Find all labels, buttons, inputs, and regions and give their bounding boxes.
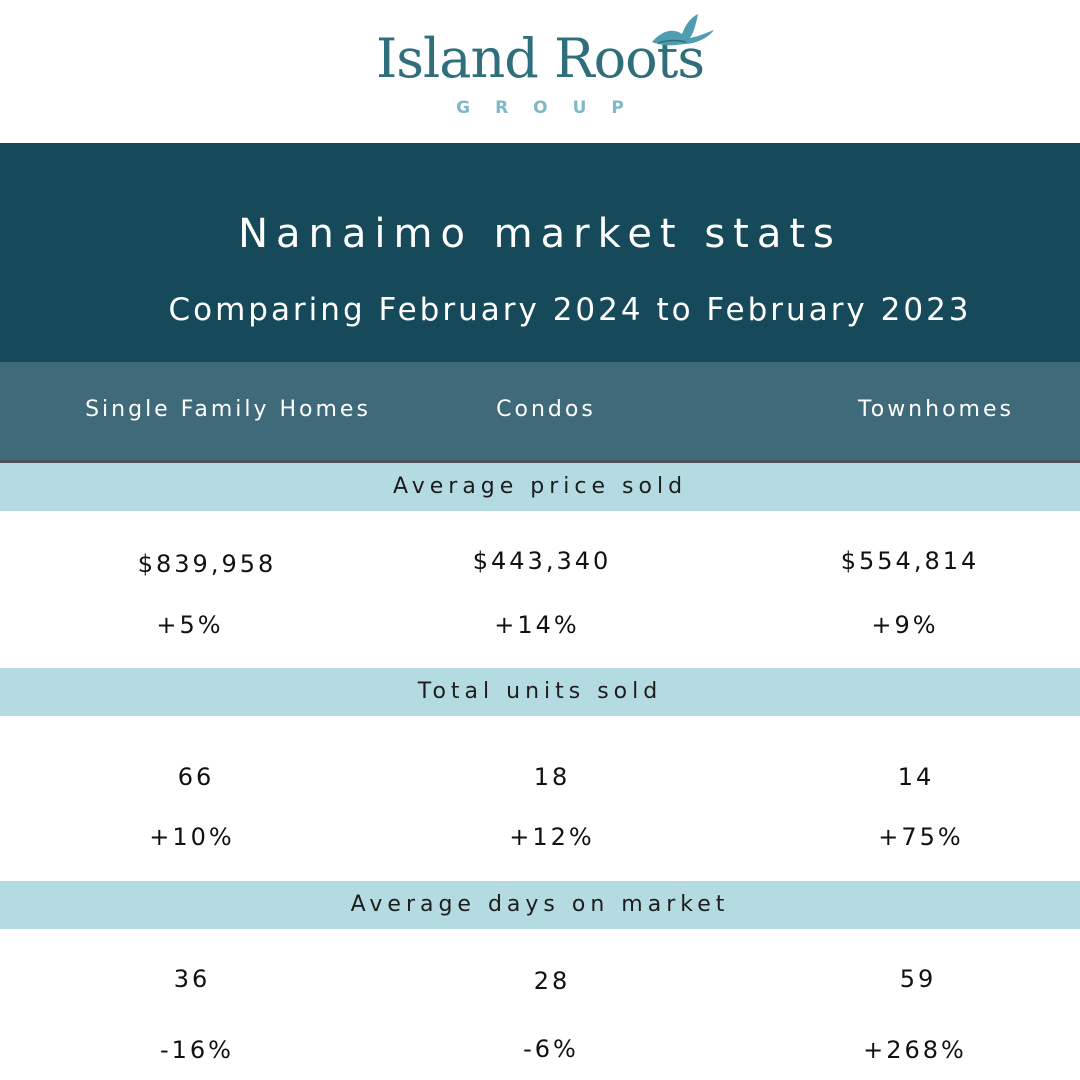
value-days-townhomes: 59	[899, 965, 937, 993]
column-header-single-family: Single Family Homes	[85, 397, 371, 422]
change-units-single-family: +10%	[149, 823, 235, 851]
change-units-townhomes: +75%	[878, 823, 964, 851]
bird-icon	[652, 14, 714, 46]
change-days-condos: -6%	[523, 1035, 579, 1063]
column-header-condos: Condos	[496, 397, 596, 422]
change-price-townhomes: +9%	[871, 611, 939, 639]
value-price-townhomes: $554,814	[840, 547, 980, 575]
value-days-condos: 28	[533, 967, 571, 995]
change-price-condos: +14%	[494, 611, 580, 639]
change-days-townhomes: +268%	[863, 1036, 967, 1064]
section-label-total-units: Total units sold	[0, 668, 1080, 716]
value-price-condos: $443,340	[472, 547, 612, 575]
page-subtitle: Comparing February 2024 to February 2023	[168, 292, 972, 328]
brand-wordmark: Island Roots	[375, 27, 705, 90]
value-units-condos: 18	[533, 763, 571, 791]
brand-logo: Island Roots GROUP	[0, 0, 1080, 143]
section-label-average-price: Average price sold	[0, 463, 1080, 511]
value-days-single-family: 36	[173, 965, 211, 993]
section-label-days-on-market: Average days on market	[0, 881, 1080, 929]
header-band: Nanaimo market stats Comparing February …	[0, 143, 1080, 362]
value-units-single-family: 66	[177, 763, 215, 791]
column-header-townhomes: Townhomes	[858, 397, 1014, 422]
change-units-condos: +12%	[509, 823, 595, 851]
value-units-townhomes: 14	[897, 763, 935, 791]
page-title: Nanaimo market stats	[238, 211, 842, 257]
brand-subname: GROUP	[456, 98, 649, 118]
value-price-single-family: $839,958	[137, 550, 277, 578]
change-price-single-family: +5%	[156, 611, 224, 639]
change-days-single-family: -16%	[159, 1036, 234, 1064]
column-header-band: Single Family Homes Condos Townhomes	[0, 362, 1080, 463]
